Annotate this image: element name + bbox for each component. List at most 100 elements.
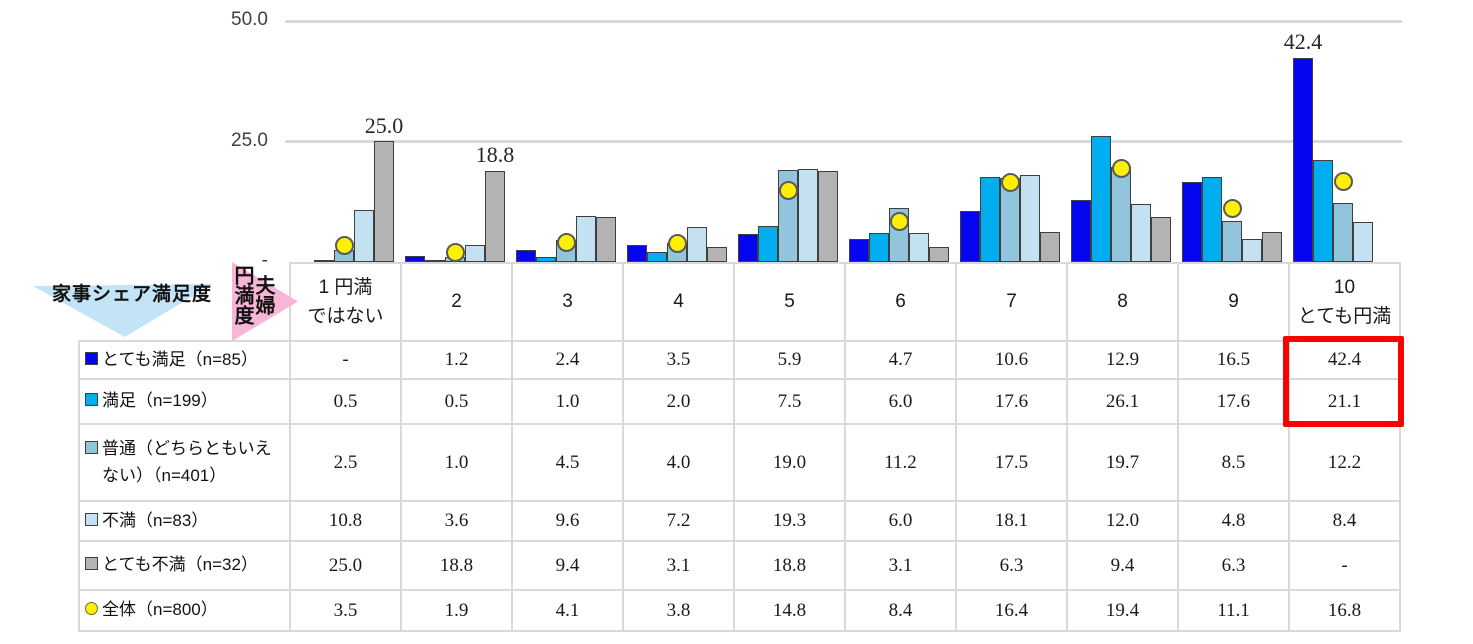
bar xyxy=(1071,200,1091,262)
y-axis-tick-label: 25.0 xyxy=(231,129,268,151)
column-header-cell: 6 xyxy=(844,262,957,342)
legend-marker-icon xyxy=(85,602,98,616)
overall-point-marker xyxy=(335,235,354,255)
table-corner-blank xyxy=(79,263,290,341)
column-header-cell: 9 xyxy=(1177,262,1290,342)
legend-marker-icon xyxy=(85,393,98,407)
row-label: 全体（n=800） xyxy=(102,600,218,620)
bar xyxy=(647,252,667,262)
column-header-cell: 7 xyxy=(955,262,1068,342)
table-cell: 3.5 xyxy=(289,589,402,632)
bar xyxy=(889,208,909,262)
table-cell: 10.8 xyxy=(289,500,402,542)
column-header-cell: 1 円満 ではない xyxy=(289,262,402,342)
legend-marker-icon xyxy=(85,557,98,571)
bar xyxy=(1333,203,1353,262)
table-cell: 3.1 xyxy=(622,540,735,591)
table-cell: 3.8 xyxy=(622,589,735,632)
table-cell: 3.6 xyxy=(400,500,513,542)
bar xyxy=(798,169,818,262)
table-cell: 2.0 xyxy=(622,378,735,425)
bar xyxy=(576,216,596,262)
bar xyxy=(1151,217,1171,262)
table-cell: 0.5 xyxy=(400,378,513,425)
table-cell: 12.2 xyxy=(1288,423,1401,502)
table-cell: 9.6 xyxy=(511,500,624,542)
row-label-cell: 全体（n=800） xyxy=(78,589,291,632)
bar xyxy=(354,210,374,262)
table-cell: 11.1 xyxy=(1177,589,1290,632)
bar xyxy=(929,247,949,262)
bar xyxy=(909,233,929,262)
table-row: 満足（n=199） 0.5 0.5 1.0 2.0 7.5 6.0 17.6 26.1 17.6 2… xyxy=(78,378,1401,425)
table-cell: 19.7 xyxy=(1066,423,1179,502)
bar xyxy=(627,245,647,262)
table-row: 不満（n=83） 10.8 3.6 9.6 7.2 19.3 6.0 18.1 12.0 4.8 8… xyxy=(78,500,1401,542)
table-cell: 16.5 xyxy=(1177,340,1290,380)
bar-value-label: 25.0 xyxy=(364,112,404,138)
column-header-cell: 4 xyxy=(622,262,735,342)
bar xyxy=(1202,177,1222,262)
bar xyxy=(1293,58,1313,262)
legend-marker-icon xyxy=(85,351,98,365)
gridline xyxy=(285,19,1402,23)
bar xyxy=(374,141,394,262)
bar xyxy=(869,233,889,262)
table-cell: - xyxy=(289,340,402,380)
bar xyxy=(1040,232,1060,262)
table-cell: - xyxy=(1288,540,1401,591)
bar xyxy=(1091,136,1111,262)
row-label-cell: 普通（どちらともいえない）（n=401） xyxy=(78,423,291,502)
table-cell: 19.3 xyxy=(733,500,846,542)
table-cell: 4.8 xyxy=(1177,500,1290,542)
table-cell: 6.0 xyxy=(844,378,957,425)
table-cell: 9.4 xyxy=(1066,540,1179,591)
table-cell: 19.4 xyxy=(1066,589,1179,632)
bar xyxy=(516,250,536,262)
bar xyxy=(1000,178,1020,262)
table-cell: 18.8 xyxy=(400,540,513,591)
table-cell: 1.0 xyxy=(400,423,513,502)
table-cell: 42.4 xyxy=(1288,340,1401,380)
row-label: 普通（どちらともいえない）（n=401） xyxy=(102,439,272,485)
table-cell: 18.1 xyxy=(955,500,1068,542)
bar xyxy=(1020,175,1040,262)
bar xyxy=(1313,160,1333,262)
bar xyxy=(1222,221,1242,262)
bar xyxy=(818,171,838,262)
row-label: とても不満（n=32） xyxy=(102,555,258,575)
table-cell: 7.2 xyxy=(622,500,735,542)
bar xyxy=(758,226,778,262)
overall-point-marker xyxy=(890,212,909,231)
table-cell: 14.8 xyxy=(733,589,846,632)
crosstab-table: 1 円満 ではない 2 3 4 5 6 7 8 9 10 とても円満 とても満足（n=85） -1.2 2.… xyxy=(78,262,1401,632)
table-cell: 25.0 xyxy=(289,540,402,591)
row-label: とても満足（n=85） xyxy=(102,349,258,369)
table-row: 普通（どちらともいえない）（n=401） 2.5 1.0 4.5 4.0 19.0 11.2… xyxy=(78,423,1401,502)
table-cell: 4.7 xyxy=(844,340,957,380)
bar xyxy=(687,227,707,262)
table-cell: 16.8 xyxy=(1288,589,1401,632)
table-cell: 6.3 xyxy=(1177,540,1290,591)
bar xyxy=(738,234,758,262)
row-label: 不満（n=83） xyxy=(102,510,209,530)
table-cell: 6.0 xyxy=(844,500,957,542)
table-cell: 11.2 xyxy=(844,423,957,502)
bar xyxy=(334,250,354,262)
bar xyxy=(667,243,687,262)
overall-point-marker xyxy=(557,232,576,252)
column-header-cell: 2 xyxy=(400,262,513,342)
bar xyxy=(707,247,727,262)
overall-point-marker xyxy=(1223,198,1242,218)
bar xyxy=(960,211,980,262)
table-cell: 8.4 xyxy=(844,589,957,632)
table-row: 全体（n=800） 3.5 1.9 4.1 3.8 14.8 8.4 16.4 19.4 11.1… xyxy=(78,589,1401,632)
column-header-cell: 8 xyxy=(1066,262,1179,342)
bar xyxy=(465,245,485,262)
table-row: とても満足（n=85） -1.2 2.4 3.5 5.9 4.7 10.6 12.9 16.5 4… xyxy=(78,340,1401,380)
row-label-cell: とても不満（n=32） xyxy=(78,540,291,591)
table-cell: 19.0 xyxy=(733,423,846,502)
table-cell: 9.4 xyxy=(511,540,624,591)
bar xyxy=(1131,204,1151,262)
